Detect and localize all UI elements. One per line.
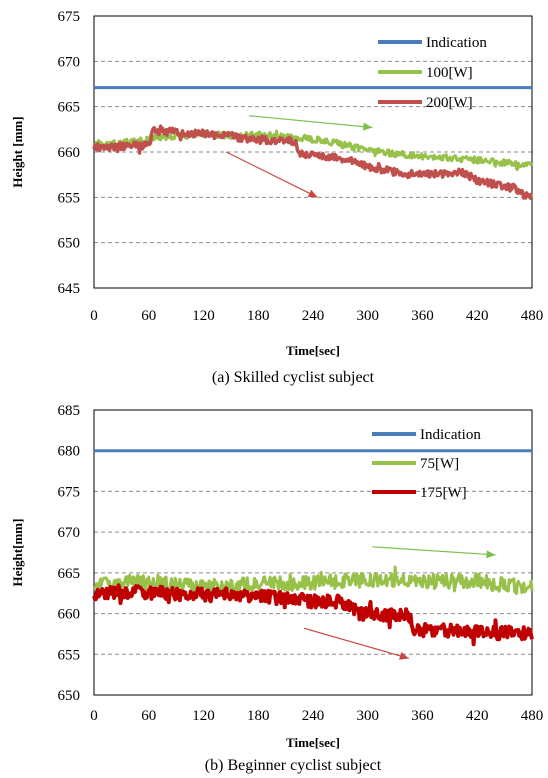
x-axis-title: Time[sec]	[286, 343, 340, 358]
chart-caption: (a) Skilled cyclist subject	[212, 369, 375, 386]
y-tick-label: 685	[58, 403, 81, 419]
x-tick-label: 0	[90, 708, 98, 724]
trend-arrow-head	[307, 189, 318, 198]
y-tick-label: 655	[58, 190, 81, 206]
y-tick-label: 675	[58, 9, 81, 25]
legend-label: Indication	[426, 35, 487, 51]
y-tick-label: 670	[58, 525, 81, 541]
trend-arrow-line	[372, 546, 496, 556]
y-tick-label: 655	[58, 647, 81, 663]
legend-label: 175[W]	[420, 485, 467, 501]
x-tick-label: 300	[357, 308, 380, 324]
y-axis-title: Height[mm]	[10, 519, 25, 587]
trend-arrow-head	[399, 652, 409, 660]
x-tick-label: 120	[192, 708, 215, 724]
x-tick-label: 180	[247, 308, 270, 324]
x-tick-label: 300	[357, 708, 380, 724]
trend-arrow-line	[226, 151, 318, 198]
legend-label: Indication	[420, 427, 481, 443]
trend-arrow-head	[362, 122, 373, 131]
x-tick-label: 120	[192, 308, 215, 324]
trend-arrow-line	[249, 115, 373, 129]
x-tick-label: 60	[141, 708, 156, 724]
x-tick-label: 240	[302, 708, 325, 724]
x-tick-label: 60	[141, 308, 156, 324]
x-tick-label: 420	[466, 708, 489, 724]
x-tick-label: 360	[411, 708, 434, 724]
trend-arrow-head	[486, 550, 496, 559]
plot-area	[93, 409, 533, 696]
series-line-200-w-	[92, 124, 534, 200]
y-tick-label: 675	[58, 484, 81, 500]
x-tick-label: 0	[90, 308, 98, 324]
y-axis-title: Height [mm]	[10, 116, 25, 187]
y-tick-label: 665	[58, 100, 81, 116]
chart-caption: (b) Beginner cyclist subject	[205, 757, 382, 774]
y-tick-label: 680	[58, 444, 81, 460]
y-tick-label: 660	[58, 607, 81, 623]
x-tick-label: 420	[466, 308, 489, 324]
legend-label: 200[W]	[426, 95, 473, 111]
legend-label: 75[W]	[420, 456, 459, 472]
x-tick-label: 240	[302, 308, 325, 324]
plot-area	[93, 15, 533, 289]
chart-beginner-cyclist: 650 655 660 665 670 675 680 685 0 60 120 180 240 300 3…	[10, 403, 543, 774]
y-tick-label: 645	[58, 281, 81, 297]
y-tick-label: 670	[58, 54, 81, 70]
series-line-175-w-	[92, 583, 534, 647]
x-axis-title: Time[sec]	[286, 735, 340, 750]
x-tick-label: 480	[521, 308, 544, 324]
y-tick-label: 660	[58, 145, 81, 161]
x-tick-label: 360	[411, 308, 434, 324]
chart-skilled-cyclist: 645 650 655 660 665 670 675 0 60 120 180 240 300 360 4…	[10, 9, 543, 386]
series-line-100-w-	[92, 129, 534, 171]
x-tick-label: 180	[247, 708, 270, 724]
y-tick-label: 665	[58, 566, 81, 582]
x-tick-label: 480	[521, 708, 544, 724]
y-tick-label: 650	[58, 236, 81, 252]
y-tick-label: 650	[58, 688, 81, 704]
trend-arrow-line	[303, 627, 409, 659]
legend-label: 100[W]	[426, 65, 473, 81]
